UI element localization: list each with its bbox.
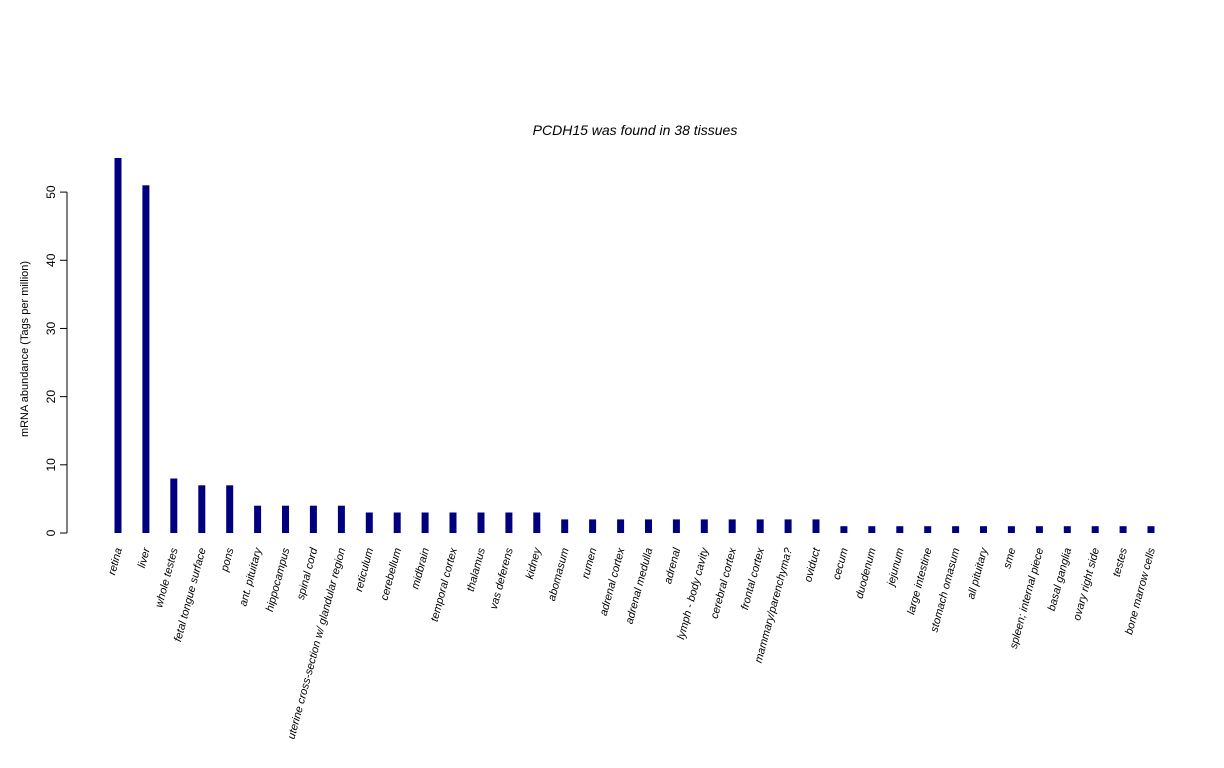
x-tick-label: testes (1111, 546, 1130, 578)
bar (924, 526, 932, 533)
bar (226, 485, 234, 533)
x-tick-label: abomasum (546, 547, 572, 603)
x-tick-label: adrenal cortex (598, 546, 628, 617)
x-tick-label: stomach omasum (928, 547, 962, 634)
bar (393, 512, 401, 533)
bar (672, 519, 680, 533)
bar (561, 519, 569, 533)
x-tick-label: sme (1001, 547, 1018, 570)
x-tick-label: rumen (580, 547, 600, 580)
bar (728, 519, 736, 533)
x-tick-label: large intestine (905, 547, 934, 616)
x-tick-label: cerebellum (379, 547, 405, 602)
y-tick-label: 10 (44, 458, 58, 472)
x-tick-label: bone marrow cells (1123, 546, 1158, 636)
bar (980, 526, 987, 533)
x-tick-label: cerebral cortex (709, 546, 740, 620)
x-tick-label: temporal cortex (429, 546, 460, 623)
bar (1147, 526, 1155, 533)
x-tick-label: adrenal medulla (624, 547, 656, 626)
bar (365, 512, 373, 533)
bar (309, 505, 317, 533)
x-tick-label: reticulum (353, 547, 376, 593)
bar (477, 512, 485, 533)
bar (198, 485, 206, 533)
bar (700, 519, 708, 533)
y-axis-label: mRNA abundance (Tags per million) (19, 261, 31, 437)
y-tick-label: 20 (44, 390, 58, 404)
y-tick-label: 30 (44, 321, 58, 335)
x-tick-label: pons (219, 546, 237, 574)
bar (1063, 526, 1071, 533)
bar (812, 519, 820, 533)
x-tick-label: whole testes (153, 546, 181, 609)
y-axis: 0 10 20 30 40 50 (44, 185, 68, 536)
x-tick-label: thalamus (465, 546, 488, 593)
bar (114, 158, 122, 533)
x-tick-label: liver (136, 545, 153, 569)
bar (337, 505, 345, 533)
x-tick-label: vas deferens (488, 546, 516, 610)
y-tick-label: 40 (44, 253, 58, 267)
bar (589, 519, 597, 533)
bar (421, 512, 429, 533)
x-tick-label: basal ganglia (1046, 547, 1074, 613)
bar (1035, 526, 1043, 533)
x-tick-label: adrenal (662, 546, 683, 585)
bar (505, 512, 513, 533)
bar (282, 505, 289, 533)
bars (114, 158, 1155, 534)
bar (1091, 526, 1099, 533)
bar (254, 505, 262, 533)
x-tick-label: cecum (831, 547, 851, 581)
x-tick-label: spinal cord (295, 546, 321, 601)
bar (896, 526, 904, 533)
bar (784, 519, 792, 533)
x-tick-label: oviduct (802, 546, 823, 584)
x-tick-label: frontal cortex (739, 546, 767, 611)
bar (756, 519, 764, 533)
bar (840, 526, 848, 533)
bar (142, 185, 150, 534)
x-tick-label: uterine cross-section w/ glandular regio… (286, 547, 349, 741)
bar (952, 526, 960, 533)
x-tick-label: midbrain (409, 547, 432, 591)
x-tick-label: ovary right side (1071, 547, 1102, 622)
y-tick-label: 50 (44, 185, 58, 199)
x-tick-label: all pituitary (965, 545, 991, 600)
bar (645, 519, 652, 533)
bar (449, 512, 457, 533)
bar (1007, 526, 1015, 533)
chart-title: PCDH15 was found in 38 tissues (533, 122, 738, 138)
bar (170, 478, 178, 533)
bar (533, 512, 541, 533)
bar (868, 526, 876, 533)
x-tick-label: kidney (524, 545, 544, 580)
x-tick-label: ant. pituitary (237, 545, 264, 607)
y-tick-label: 0 (44, 529, 58, 536)
x-tick-label: duodenum (854, 547, 879, 600)
x-tick-label: lymph - body cavity (675, 545, 711, 640)
x-tick-label: retina (106, 547, 125, 577)
x-tick-label: jejunum (885, 547, 907, 589)
bar (617, 519, 625, 533)
x-tick-label: hippocampus (264, 546, 293, 613)
bar (1119, 526, 1127, 533)
